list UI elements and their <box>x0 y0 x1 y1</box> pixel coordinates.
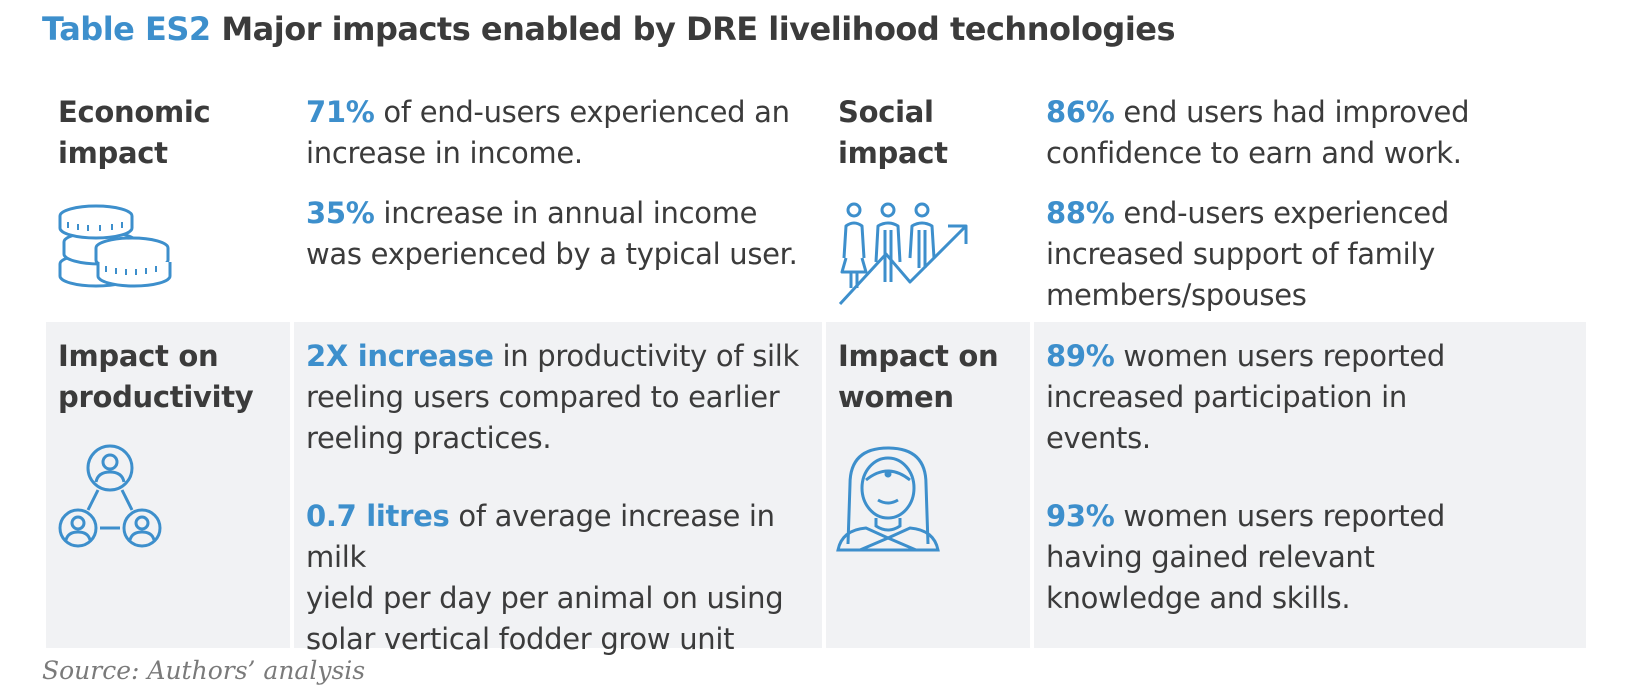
social-content-cell: 86% end users had improved confidence to… <box>1034 92 1586 318</box>
women-item-2: 93% women users reported having gained r… <box>1046 499 1445 615</box>
productivity-content-cell: 2X increase in productivity of silk reel… <box>294 322 822 656</box>
table-label: Table ES2 <box>42 10 211 48</box>
social-heading: Social impact <box>838 95 948 170</box>
productivity-item-1: 2X increase in productivity of silk reel… <box>306 339 800 455</box>
productivity-heading: Impact on productivity <box>58 339 254 414</box>
social-item-1: 86% end users had improved confidence to… <box>1046 95 1470 170</box>
economic-content-cell: 71% of end-users experienced an increase… <box>294 92 822 318</box>
social-item-2: 88% end-users experienced increased supp… <box>1046 196 1449 312</box>
woman-icon <box>836 444 940 554</box>
economic-item-2: 35% increase in annual income was experi… <box>306 196 798 271</box>
productivity-item-2: 0.7 litres of average increase in milk y… <box>306 499 784 656</box>
table-title: Table ES2 Major impacts enabled by DRE l… <box>42 10 1176 48</box>
economic-item-1: 71% of end-users experienced an increase… <box>306 95 790 170</box>
social-heading-cell: Social impact <box>826 92 1030 318</box>
economic-heading-cell: Economic impact <box>46 92 290 318</box>
women-heading: Impact on women <box>838 339 999 414</box>
productivity-heading-cell: Impact on productivity <box>46 322 290 648</box>
coins-icon <box>56 200 176 300</box>
user-network-icon <box>58 444 164 550</box>
impacts-table: Economic impact <box>46 92 1586 656</box>
people-growth-icon <box>836 202 976 308</box>
women-heading-cell: Impact on women <box>826 322 1030 648</box>
table-title-text: Major impacts enabled by DRE livelihood … <box>221 10 1176 48</box>
women-item-1: 89% women users reported increased parti… <box>1046 339 1445 455</box>
source-note: Source: Authors’ analysis <box>42 656 366 685</box>
economic-heading: Economic impact <box>58 95 211 170</box>
women-content-cell: 89% women users reported increased parti… <box>1034 322 1586 648</box>
